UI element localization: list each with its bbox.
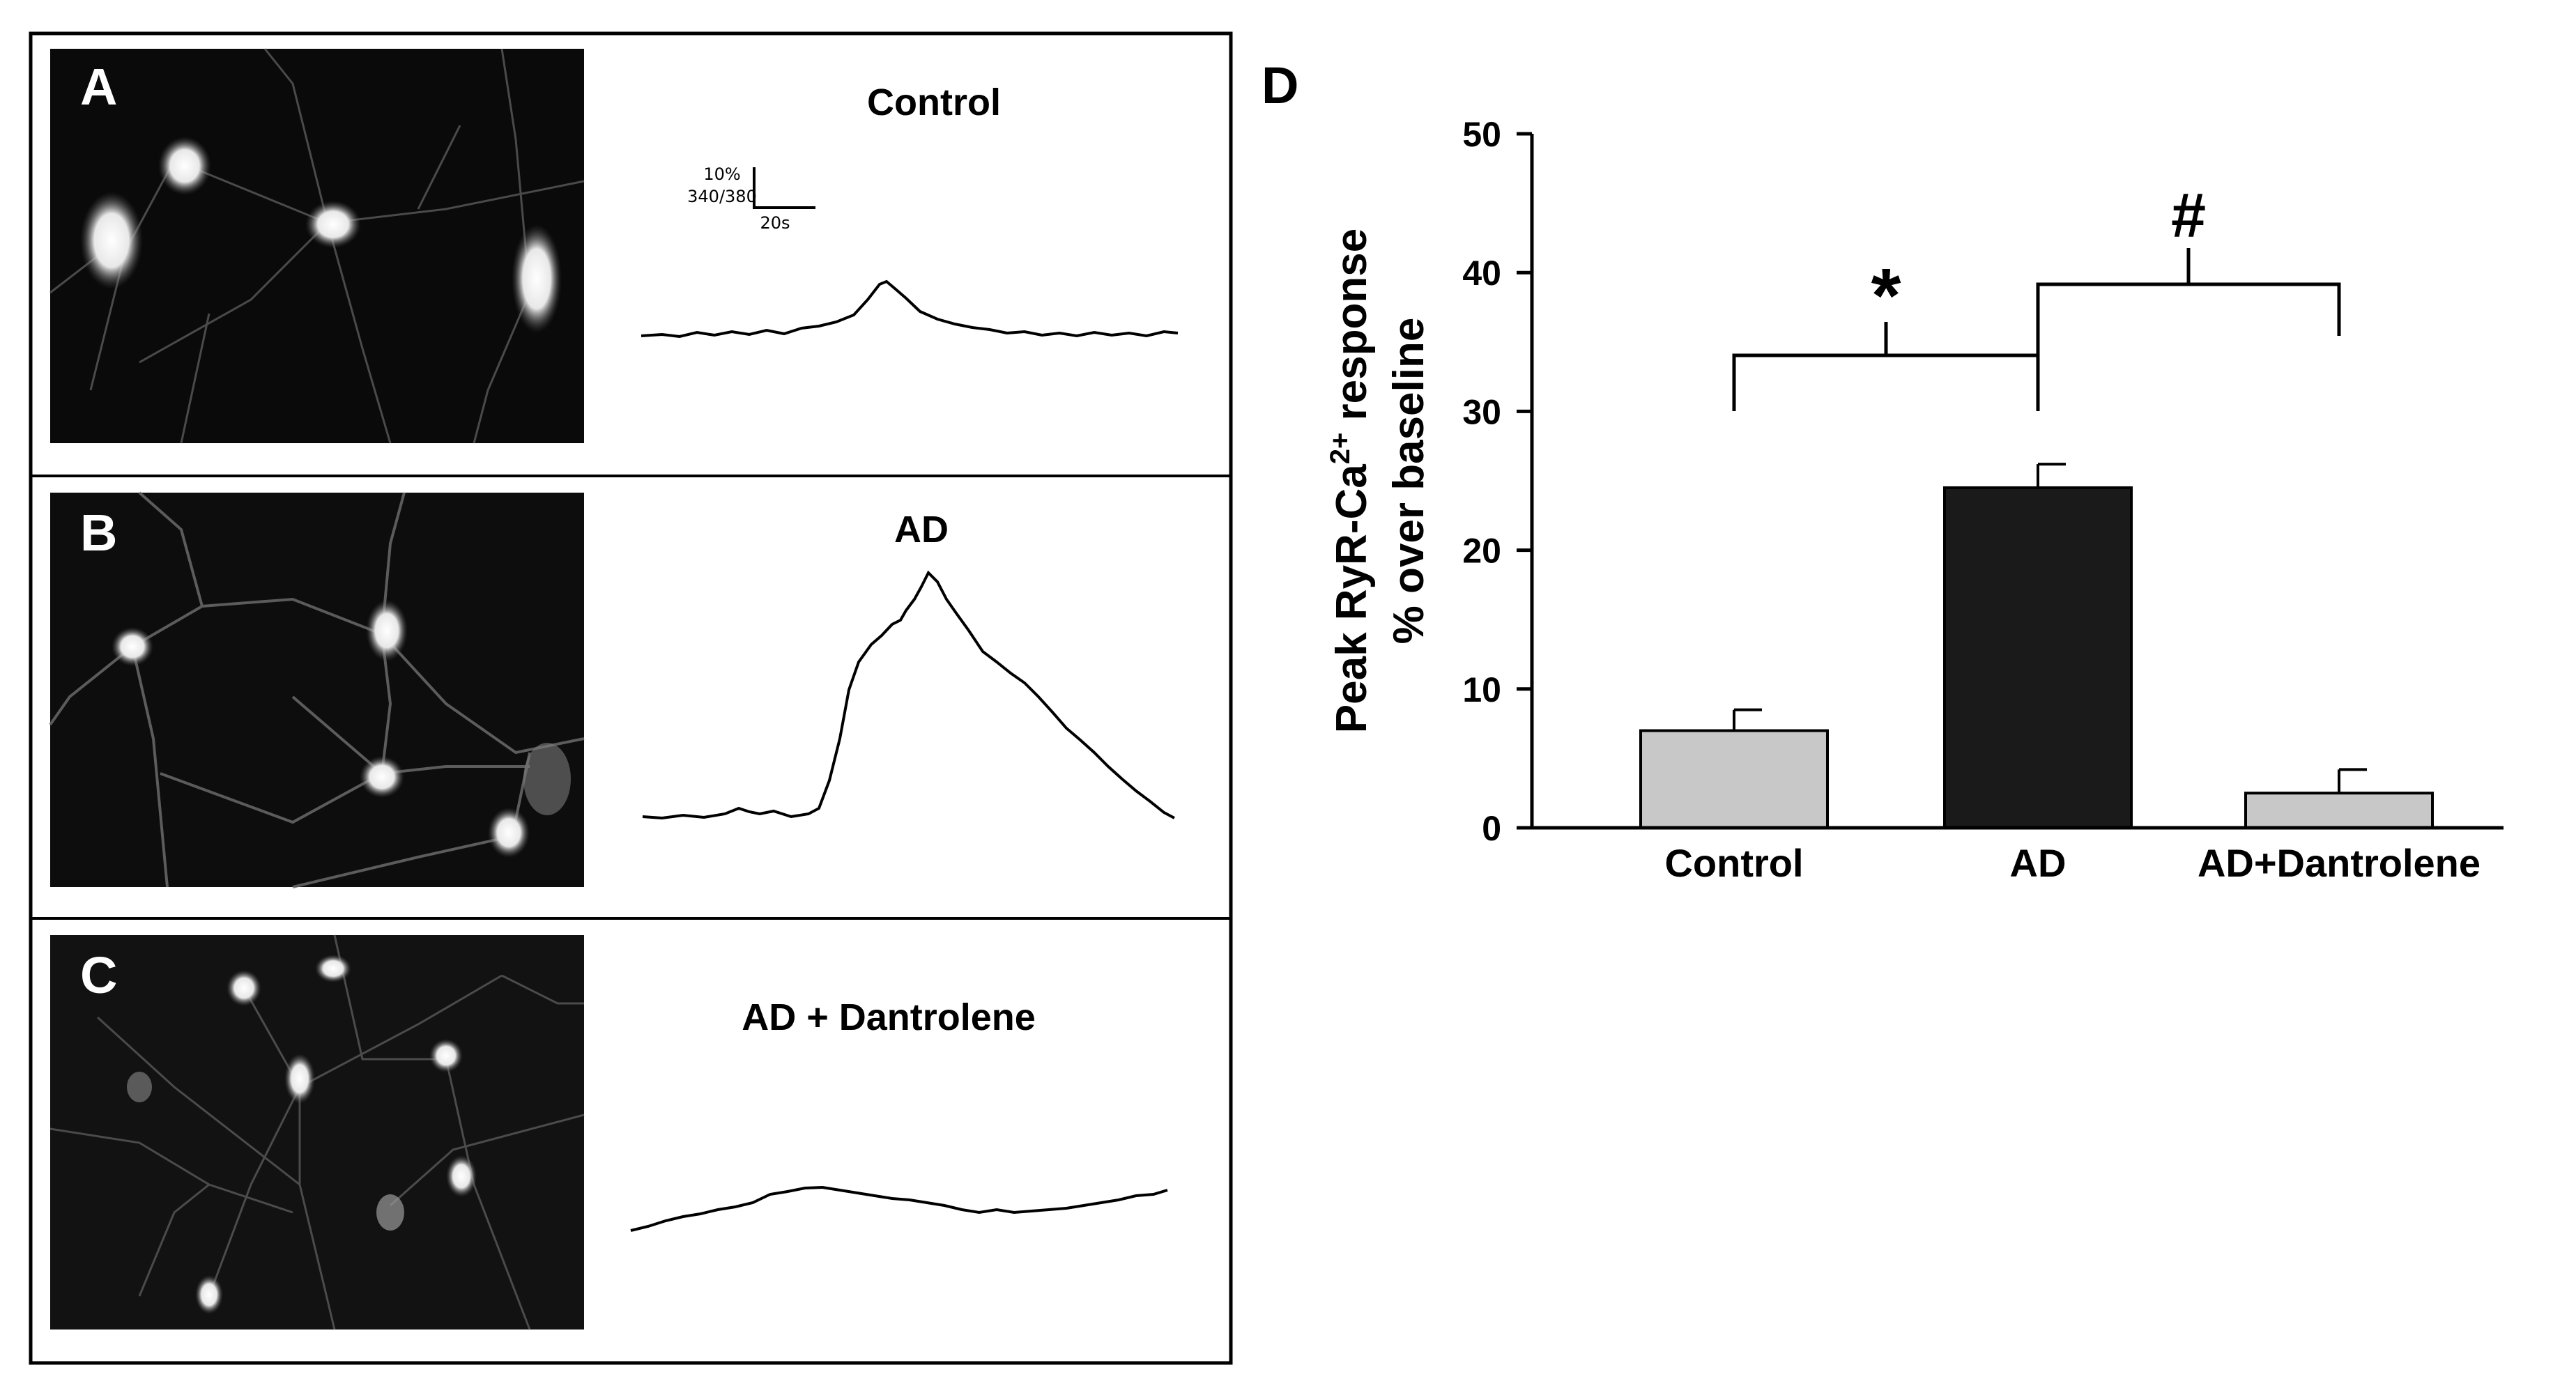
neuron-b3 — [360, 756, 404, 798]
y-tick-label-10: 10 — [1462, 670, 1501, 709]
significance-bracket-2 — [2036, 282, 2341, 411]
trace-ad — [642, 570, 1175, 820]
panel-c: C AD + Dantrolene — [49, 934, 1168, 1330]
trace-ad-dantrolene — [630, 1185, 1168, 1232]
scale-bar: 10% 340/380 20s — [687, 164, 815, 233]
neuron-a2 — [80, 192, 143, 289]
panel-title-b: AD — [894, 509, 949, 550]
bars — [1639, 463, 2434, 830]
significance-bracket-1 — [1732, 353, 2040, 411]
neuron-c2 — [284, 1054, 315, 1104]
scale-bar-x-label: 20s — [760, 213, 790, 233]
x-category-label: AD — [2010, 841, 2067, 885]
neuron-a1 — [158, 137, 211, 195]
panels-frame — [29, 31, 1233, 1365]
y-axis-label-main: Peak RyR-Ca — [1328, 464, 1376, 733]
x-category-label: Control — [1664, 841, 1803, 885]
panel-title-a: Control — [867, 82, 1001, 123]
trace-control — [641, 279, 1179, 339]
scale-bar-lines — [753, 167, 815, 209]
panel-b: B AD — [49, 491, 1175, 888]
neuron-c8 — [127, 1072, 152, 1102]
bar-ad-dantrolene — [2244, 792, 2434, 829]
neuron-b5 — [523, 743, 571, 815]
scale-bar-y-label-2: 340/380 — [687, 187, 757, 206]
y-tick-label-30: 30 — [1462, 392, 1501, 431]
micrograph-c — [50, 935, 584, 1330]
panel-title-c: AD + Dantrolene — [742, 996, 1036, 1038]
neuron-b4 — [488, 808, 530, 858]
panel-letter-d: D — [1262, 56, 1298, 114]
y-tick-label-20: 20 — [1462, 532, 1501, 571]
significance-symbol-2: # — [2171, 181, 2206, 251]
x-category-label: AD+Dantrolene — [2198, 841, 2481, 885]
y-axis-label: Peak RyR-Ca2+ response % over baseline — [1325, 229, 1433, 733]
y-tick-label-50: 50 — [1462, 115, 1501, 154]
neuron-c1 — [227, 970, 261, 1006]
y-axis-label-line1: Peak RyR-Ca2+ response — [1325, 229, 1376, 733]
panel-a: A Control 10% 340/380 20s — [49, 48, 1179, 444]
y-axis-label-superscript: 2+ — [1325, 433, 1356, 465]
neuron-a3 — [305, 201, 361, 248]
bar-ad — [1943, 486, 2133, 830]
neuron-c3 — [429, 1039, 463, 1072]
x-axis-labels: Control AD AD+Dantrolene — [1664, 841, 2481, 885]
chart-d: D Peak RyR-Ca2+ response % over baseline… — [1262, 56, 2504, 885]
significance-brackets: *# — [1732, 181, 2341, 411]
y-axis-ticks: 0 10 20 30 40 50 — [1462, 115, 1532, 848]
y-axis-label-line2: % over baseline — [1385, 318, 1433, 645]
significance-symbol-1: * — [1871, 253, 1901, 339]
panel-letter-c: C — [80, 946, 117, 1004]
neuron-c7 — [376, 1194, 404, 1231]
neuron-b1 — [112, 627, 153, 666]
y-tick-label-40: 40 — [1462, 254, 1501, 293]
bar-control — [1639, 729, 1829, 830]
panel-letter-a: A — [80, 58, 117, 116]
neuron-a4 — [512, 224, 562, 333]
y-tick-label-0: 0 — [1482, 809, 1501, 848]
panel-letter-b: B — [80, 504, 117, 562]
y-axis-label-suffix: response — [1328, 229, 1376, 433]
scale-bar-y-label-1: 10% — [703, 164, 740, 184]
neuron-c5 — [195, 1275, 223, 1314]
neuron-c6 — [446, 1155, 477, 1197]
neuron-c4 — [315, 955, 351, 982]
neuron-b2 — [366, 600, 408, 661]
